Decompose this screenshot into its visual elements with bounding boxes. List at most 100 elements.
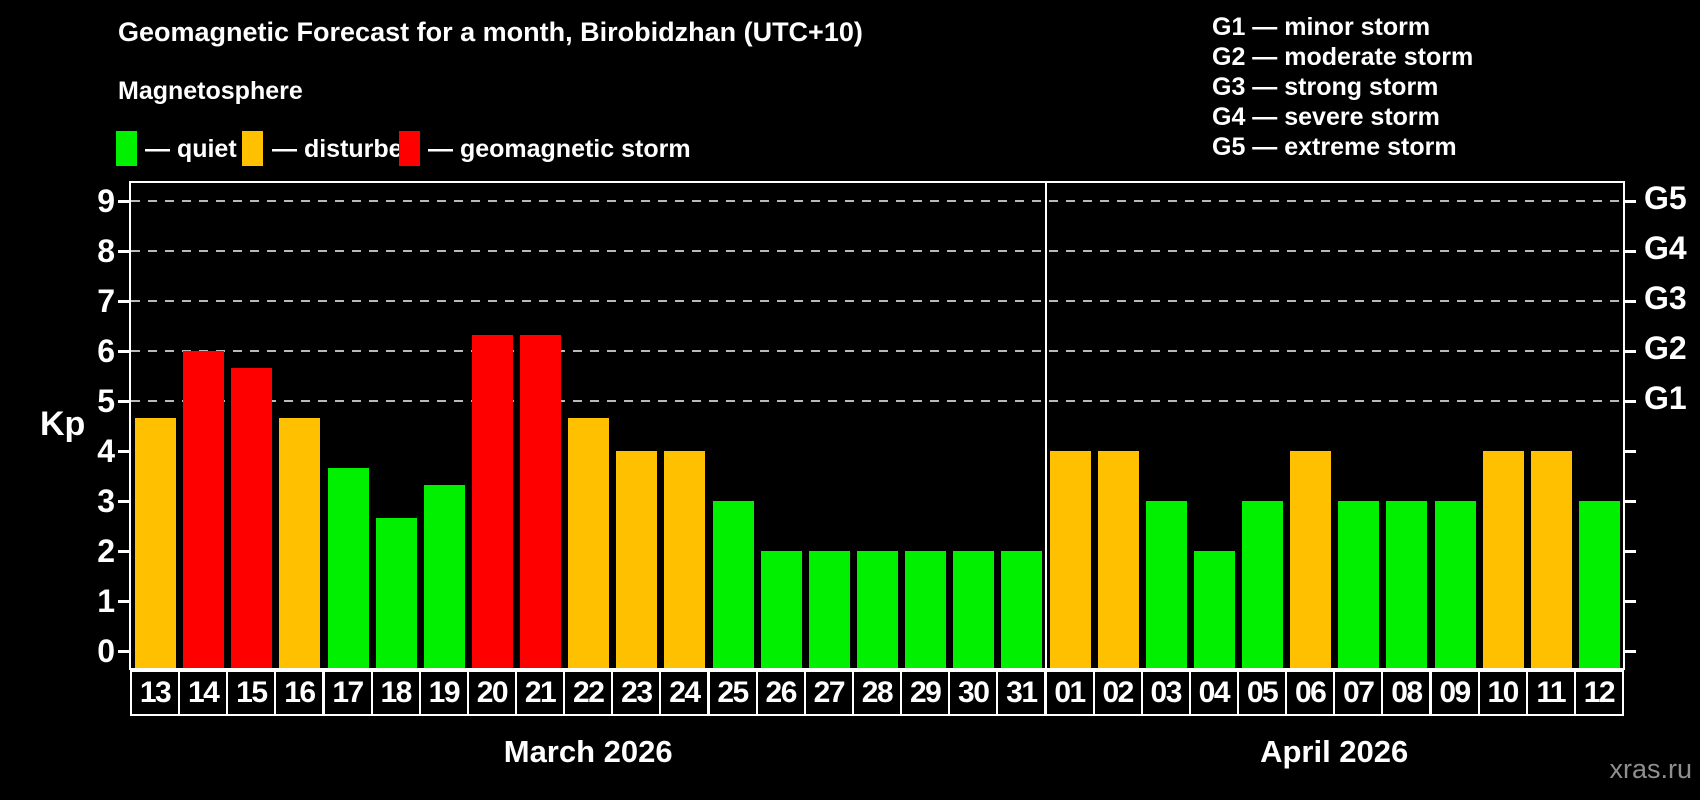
- bar-day-26: [760, 551, 802, 668]
- day-label-20: 20: [466, 670, 517, 716]
- left-tick-3: [118, 500, 129, 503]
- bar-day-05: [1242, 501, 1283, 668]
- grid-line-kp9: [131, 200, 1623, 202]
- bar-day-11: [1530, 451, 1572, 668]
- left-tick-8: [118, 250, 129, 253]
- bar-day-28: [856, 551, 898, 668]
- bar-day-03: [1145, 501, 1187, 668]
- g2-legend-line: G2 — moderate storm: [1212, 43, 1474, 71]
- g-label-G3: G3: [1644, 280, 1687, 316]
- day-label-08: 08: [1381, 670, 1432, 716]
- y-tick-label-3: 3: [97, 483, 115, 519]
- bar-day-21: [520, 334, 561, 668]
- day-label-28: 28: [851, 670, 902, 716]
- day-label-30: 30: [948, 670, 999, 716]
- right-tick-4: [1625, 450, 1636, 453]
- day-label-03: 03: [1140, 670, 1191, 716]
- bar-day-18: [375, 517, 417, 668]
- day-label-16: 16: [274, 670, 325, 716]
- g-label-G4: G4: [1644, 230, 1687, 266]
- day-label-17: 17: [322, 670, 373, 716]
- day-label-07: 07: [1333, 670, 1384, 716]
- y-tick-label-0: 0: [97, 633, 115, 669]
- bar-day-19: [423, 484, 465, 668]
- left-tick-0: [118, 650, 129, 653]
- right-tick-1: [1625, 600, 1636, 603]
- bar-day-22: [568, 417, 610, 668]
- right-tick-6: [1625, 350, 1636, 353]
- month-separator: [1044, 183, 1047, 668]
- disturbed-legend-label: — disturbed: [272, 135, 418, 163]
- bar-day-09: [1434, 501, 1476, 668]
- bar-day-23: [616, 451, 658, 668]
- day-label-18: 18: [370, 670, 421, 716]
- grid-line-kp8: [131, 250, 1623, 252]
- bar-day-12: [1578, 501, 1620, 668]
- right-tick-7: [1625, 300, 1636, 303]
- day-label-06: 06: [1285, 670, 1336, 716]
- day-label-02: 02: [1092, 670, 1143, 716]
- bar-day-31: [1001, 551, 1043, 668]
- bar-day-17: [327, 467, 369, 668]
- bar-day-04: [1193, 551, 1235, 668]
- left-tick-2: [118, 550, 129, 553]
- y-tick-label-8: 8: [97, 233, 115, 269]
- day-label-19: 19: [418, 670, 469, 716]
- day-label-11: 11: [1525, 670, 1576, 716]
- bar-day-13: [135, 417, 176, 668]
- right-tick-0: [1625, 650, 1636, 653]
- grid-line-kp6: [131, 350, 1623, 352]
- month-label-2: April 2026: [1260, 734, 1409, 769]
- bar-day-16: [279, 417, 321, 668]
- plot-frame: [129, 181, 1625, 670]
- y-tick-label-1: 1: [97, 583, 115, 619]
- left-tick-5: [118, 400, 129, 403]
- g4-legend-line: G4 — severe storm: [1212, 103, 1440, 131]
- y-axis-title: Kp: [40, 405, 86, 443]
- day-label-27: 27: [803, 670, 854, 716]
- page-title: Geomagnetic Forecast for a month, Birobi…: [118, 17, 863, 47]
- bar-day-30: [953, 551, 995, 668]
- quiet-legend-label: — quiet: [145, 135, 237, 163]
- g3-legend-line: G3 — strong storm: [1212, 73, 1439, 101]
- day-label-22: 22: [563, 670, 614, 716]
- bar-day-24: [664, 451, 706, 668]
- y-tick-label-5: 5: [97, 383, 115, 419]
- bar-day-01: [1049, 451, 1091, 668]
- y-tick-label-7: 7: [97, 283, 115, 319]
- g5-legend-line: G5 — extreme storm: [1212, 133, 1457, 161]
- day-label-05: 05: [1237, 670, 1288, 716]
- y-tick-label-9: 9: [97, 183, 115, 219]
- right-tick-2: [1625, 550, 1636, 553]
- day-label-12: 12: [1573, 670, 1624, 716]
- bar-day-29: [905, 551, 947, 668]
- left-tick-4: [118, 450, 129, 453]
- g-label-G1: G1: [1644, 380, 1687, 416]
- day-label-09: 09: [1429, 670, 1480, 716]
- g-label-G5: G5: [1644, 180, 1687, 216]
- g-label-G2: G2: [1644, 330, 1687, 366]
- right-tick-3: [1625, 500, 1636, 503]
- bar-day-14: [183, 351, 225, 668]
- day-label-13: 13: [130, 670, 181, 716]
- bar-day-08: [1386, 501, 1428, 668]
- left-tick-1: [118, 600, 129, 603]
- bar-day-20: [471, 334, 513, 668]
- day-label-01: 01: [1044, 670, 1095, 716]
- day-label-14: 14: [178, 670, 229, 716]
- grid-line-kp5: [131, 400, 1623, 402]
- day-label-04: 04: [1188, 670, 1239, 716]
- day-label-15: 15: [226, 670, 277, 716]
- left-tick-9: [118, 200, 129, 203]
- y-tick-label-2: 2: [97, 533, 115, 569]
- day-label-24: 24: [659, 670, 710, 716]
- bar-day-10: [1482, 451, 1524, 668]
- bar-day-15: [231, 367, 273, 668]
- left-tick-6: [118, 350, 129, 353]
- day-label-21: 21: [515, 670, 566, 716]
- bar-day-27: [808, 551, 850, 668]
- storm-legend-swatch: [399, 131, 420, 166]
- day-label-10: 10: [1477, 670, 1528, 716]
- left-tick-7: [118, 300, 129, 303]
